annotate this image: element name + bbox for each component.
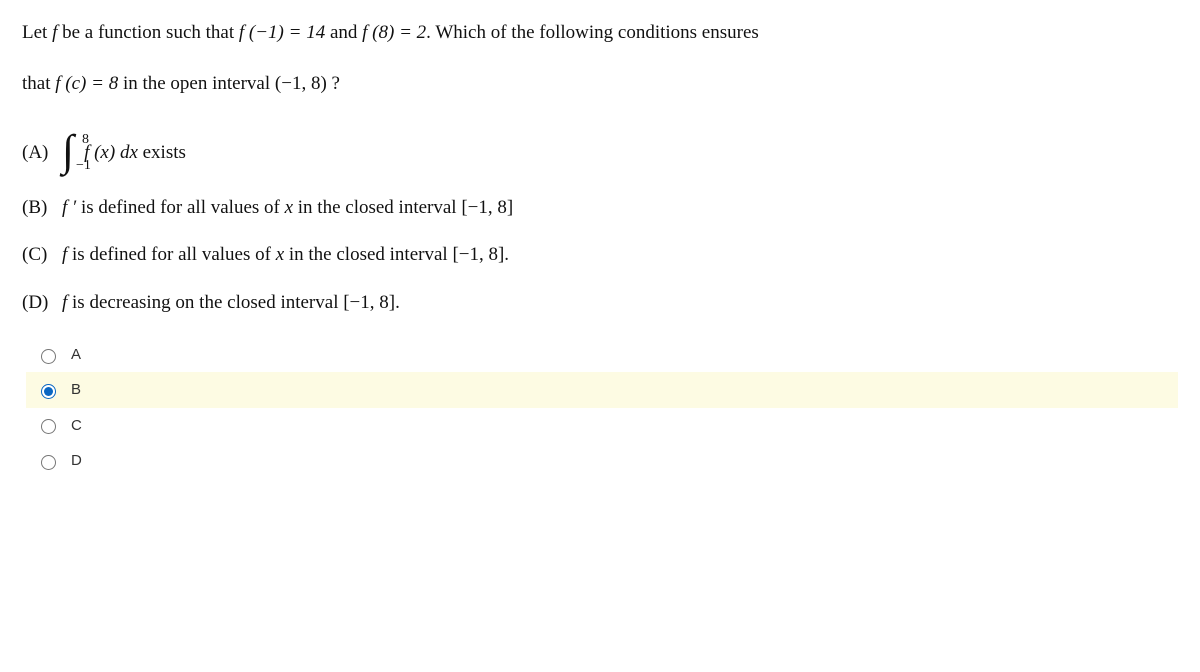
choice-text: f is defined for all values of x in the … — [62, 240, 509, 269]
interval: [−1, 8] — [461, 197, 513, 218]
text: exists — [138, 142, 186, 163]
radio-label: D — [71, 449, 82, 472]
question-line-2: that f (c) = 8 in the open interval (−1,… — [22, 69, 1178, 98]
text: be a function such that — [57, 22, 239, 43]
radio-label: A — [71, 343, 81, 366]
text: ? — [327, 73, 340, 94]
choice-text: f (x) dx exists — [84, 138, 186, 167]
choice-b: (B) f ′ is defined for all values of x i… — [22, 193, 1178, 222]
interval: [−1, 8]. — [343, 292, 400, 313]
equation: f (8) = 2 — [362, 22, 426, 43]
text: in the closed interval — [284, 244, 452, 265]
text: in the open interval — [118, 73, 275, 94]
choice-label: (B) — [22, 193, 54, 222]
answer-row-b[interactable]: B — [26, 372, 1178, 407]
equation: f (c) = 8 — [55, 73, 118, 94]
radio-label: B — [71, 378, 81, 401]
text: and — [325, 22, 362, 43]
radio-label: C — [71, 414, 82, 437]
integral-lower-limit: −1 — [76, 155, 91, 177]
radio-b[interactable] — [41, 384, 56, 399]
question-line-1: Let f be a function such that f (−1) = 1… — [22, 18, 1178, 47]
choice-a: (A) ∫ 8 −1 f (x) dx exists — [22, 131, 1178, 175]
answer-row-c[interactable]: C — [26, 408, 1178, 443]
text: is defined for all values of — [67, 244, 275, 265]
f-prime: f ′ — [62, 197, 76, 218]
text: . Which of the following conditions ensu… — [426, 22, 759, 43]
question-stem: Let f be a function such that f (−1) = 1… — [22, 18, 1178, 99]
integral-upper-limit: 8 — [82, 129, 89, 151]
variable-x: x — [285, 197, 293, 218]
radio-c[interactable] — [41, 419, 56, 434]
answer-row-a[interactable]: A — [26, 337, 1178, 372]
text: is decreasing on the closed interval — [67, 292, 343, 313]
equation: f (−1) = 14 — [239, 22, 325, 43]
radio-a[interactable] — [41, 349, 56, 364]
answer-choices: (A) ∫ 8 −1 f (x) dx exists (B) f ′ is de… — [22, 131, 1178, 317]
interval: [−1, 8]. — [452, 244, 509, 265]
integral-icon: ∫ 8 −1 — [62, 131, 74, 175]
text: is defined for all values of — [76, 197, 284, 218]
variable-x: x — [276, 244, 284, 265]
choice-label: (D) — [22, 288, 54, 317]
text: in the closed interval — [293, 197, 461, 218]
text: Let — [22, 22, 52, 43]
choice-label: (C) — [22, 240, 54, 269]
choice-text: f is decreasing on the closed interval [… — [62, 288, 400, 317]
interval: (−1, 8) — [275, 73, 327, 94]
choice-text: f ′ is defined for all values of x in th… — [62, 193, 513, 222]
text: that — [22, 73, 55, 94]
integral-sign: ∫ — [62, 129, 74, 173]
answer-row-d[interactable]: D — [26, 443, 1178, 478]
choice-c: (C) f is defined for all values of x in … — [22, 240, 1178, 269]
choice-label: (A) — [22, 138, 54, 167]
choice-d: (D) f is decreasing on the closed interv… — [22, 288, 1178, 317]
answer-radios: A B C D — [26, 337, 1178, 478]
differential: dx — [115, 142, 138, 163]
radio-d[interactable] — [41, 455, 56, 470]
